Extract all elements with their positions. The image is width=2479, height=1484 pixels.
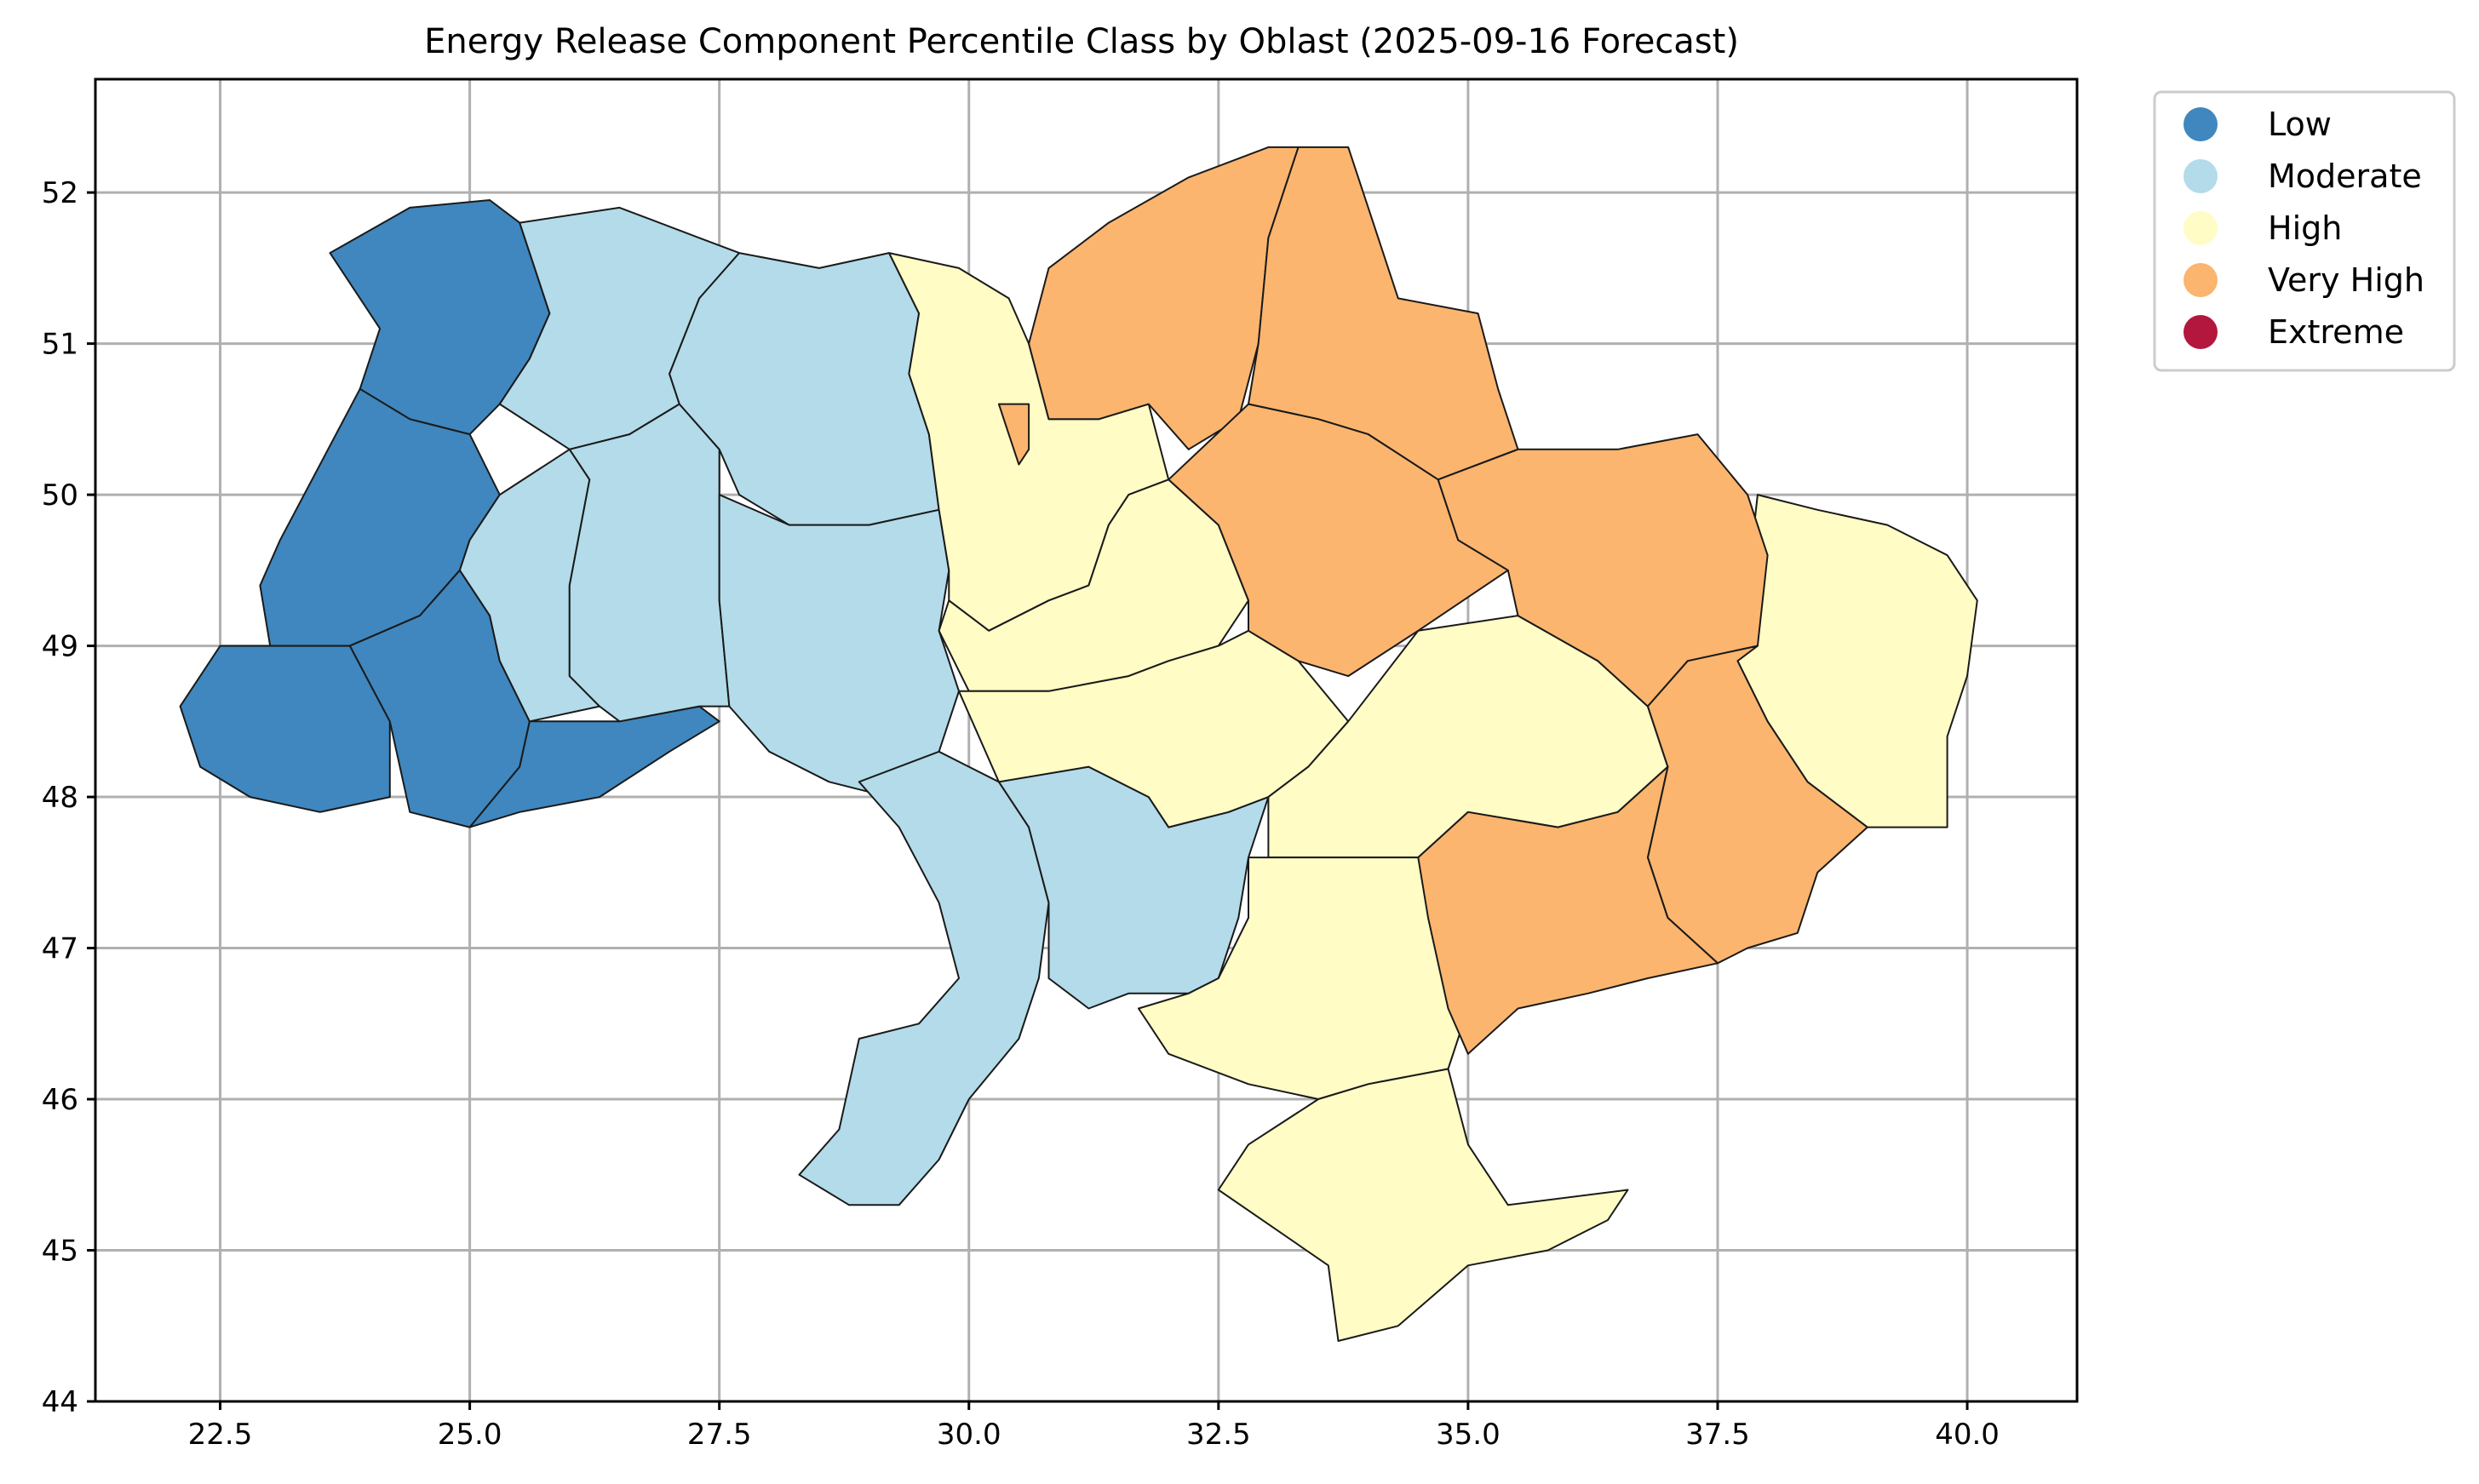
x-tick-label: 40.0: [1935, 1418, 2000, 1452]
legend-label: High: [2268, 209, 2342, 247]
oblast-odesa[interactable]: [798, 750, 1050, 1206]
y-tick-label: 47: [42, 932, 78, 966]
oblast-crimea[interactable]: [1217, 1068, 1629, 1342]
x-tick-label: 27.5: [687, 1418, 752, 1452]
legend-marker-moderate: [2183, 159, 2218, 193]
x-tick-label: 32.5: [1186, 1418, 1251, 1452]
y-tick-label: 50: [42, 478, 78, 513]
legend-label: Very High: [2268, 261, 2424, 299]
oblast-kyiv-city[interactable]: [997, 403, 1030, 466]
oblast-kharkiv[interactable]: [1437, 433, 1769, 708]
y-axis-ticks: 44 45 46 47 48 49 50 51 52: [42, 176, 95, 1419]
oblast-vinnytsia[interactable]: [718, 494, 960, 799]
legend: Low Moderate High Very High Extreme: [2153, 90, 2456, 372]
x-tick-label: 37.5: [1685, 1418, 1750, 1452]
oblast-chernivtsi[interactable]: [468, 705, 720, 828]
legend-marker-extreme: [2183, 315, 2218, 349]
x-tick-label: 25.0: [438, 1418, 502, 1452]
x-tick-label: 35.0: [1436, 1418, 1501, 1452]
oblast-zakarpattia[interactable]: [179, 645, 391, 813]
legend-label: Moderate: [2268, 158, 2422, 195]
oblast-regions: [179, 146, 1978, 1342]
oblast-zaporizhzhia[interactable]: [1417, 765, 1719, 1055]
legend-label: Extreme: [2268, 313, 2404, 351]
legend-label: Low: [2268, 106, 2332, 143]
axes-frame: [94, 77, 2079, 1403]
x-axis-ticks: 22.5 25.0 27.5 30.0 32.5 35.0 37.5 40.0: [188, 1401, 2000, 1452]
legend-marker-high: [2183, 211, 2218, 245]
y-tick-label: 52: [42, 176, 78, 210]
y-tick-label: 44: [42, 1385, 78, 1419]
y-tick-label: 45: [42, 1235, 78, 1269]
y-tick-label: 49: [42, 630, 78, 664]
legend-frame: [2153, 90, 2456, 372]
x-tick-label: 30.0: [937, 1418, 1001, 1452]
map-title: Energy Release Component Percentile Clas…: [424, 22, 1739, 61]
oblast-khmelnytskyi[interactable]: [568, 403, 731, 723]
y-tick-label: 46: [42, 1083, 78, 1117]
y-tick-label: 48: [42, 781, 78, 815]
x-tick-label: 22.5: [188, 1418, 253, 1452]
legend-marker-very-high: [2183, 263, 2218, 297]
y-tick-label: 51: [42, 328, 78, 362]
oblast-poltava[interactable]: [1168, 403, 1509, 678]
legend-marker-low: [2183, 107, 2218, 141]
